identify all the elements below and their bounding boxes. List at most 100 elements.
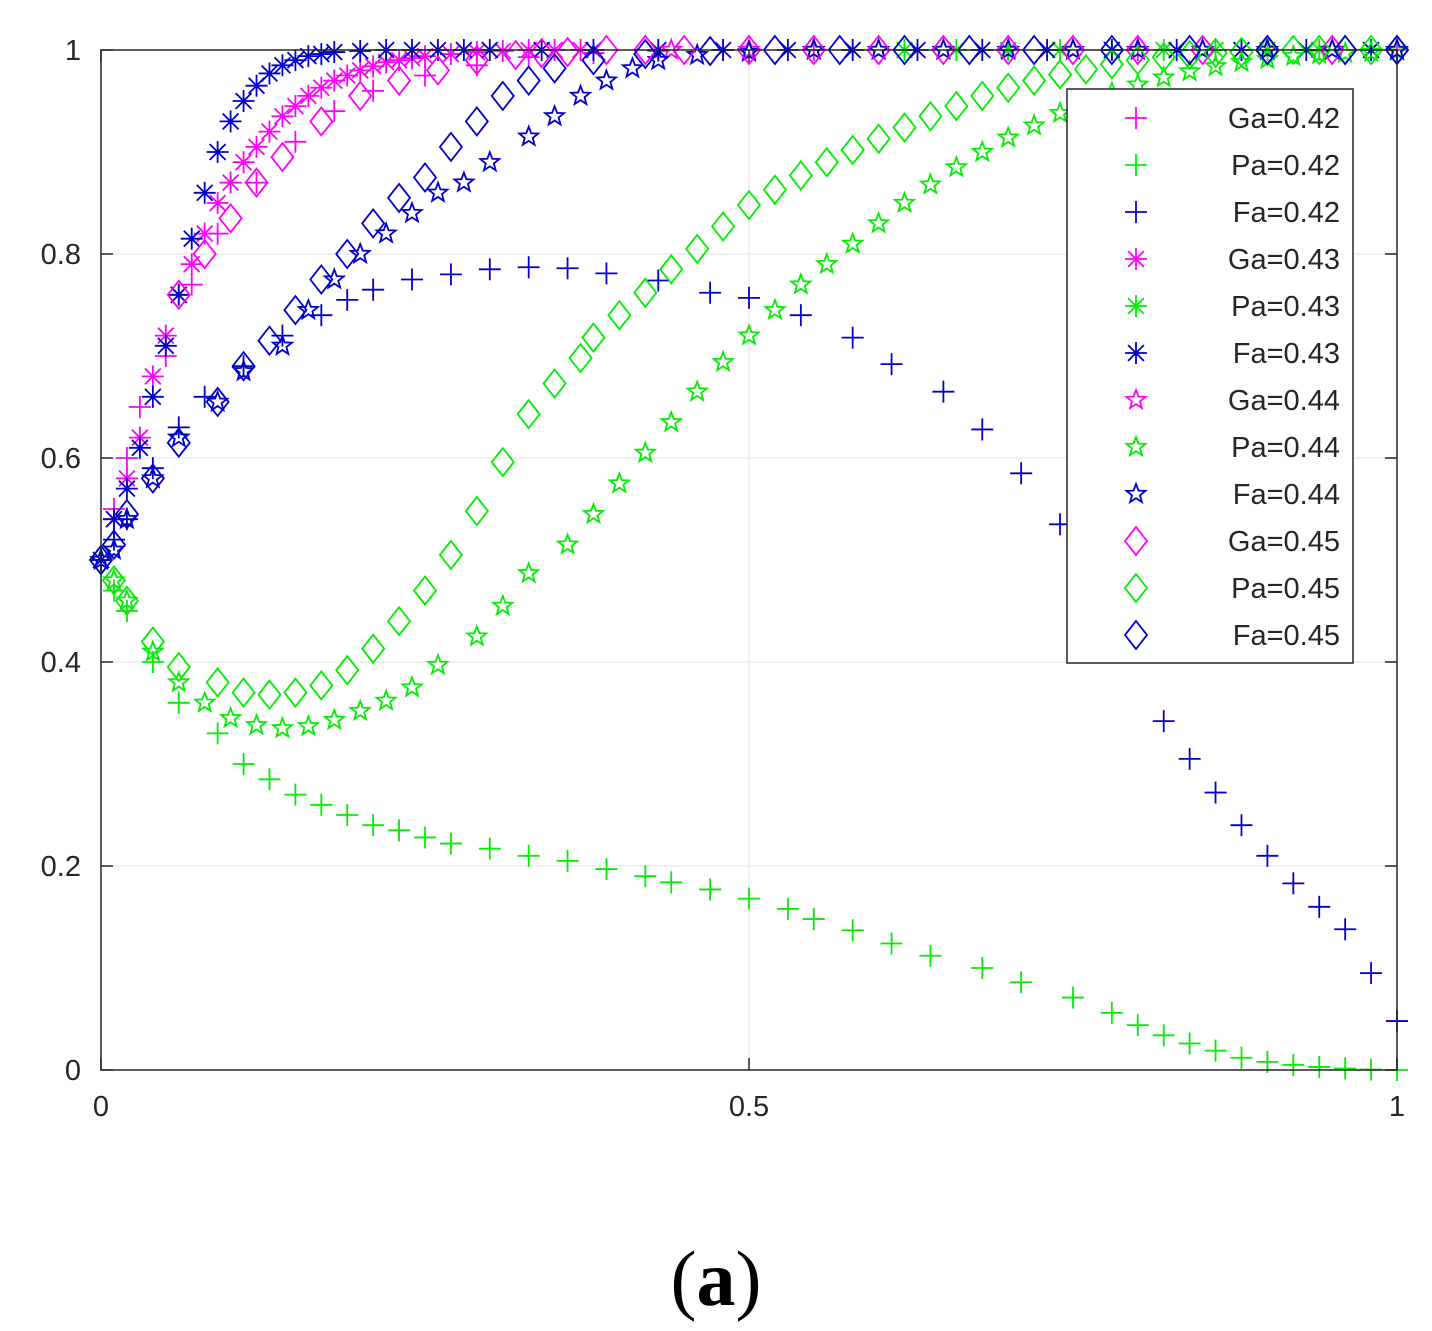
data-point xyxy=(219,110,242,133)
data-point xyxy=(516,398,541,430)
data-point xyxy=(1177,34,1202,66)
data-point xyxy=(439,832,462,855)
data-point xyxy=(386,182,412,214)
caption-letter: a xyxy=(697,1235,736,1322)
data-point xyxy=(258,62,281,85)
legend-entry: Fa=0.43 xyxy=(1125,338,1340,370)
legend-label: Pa=0.44 xyxy=(1231,432,1340,464)
series-Pa=0.42 xyxy=(90,549,1408,1081)
legend-box xyxy=(1066,88,1354,664)
data-point xyxy=(957,34,982,66)
data-point xyxy=(840,134,865,166)
data-point xyxy=(1021,65,1047,97)
data-point xyxy=(296,713,321,737)
legend-label: Fa=0.44 xyxy=(1233,479,1340,511)
legend-label: Ga=0.45 xyxy=(1228,526,1340,558)
x-tick-label: 0 xyxy=(93,1091,109,1123)
data-point xyxy=(866,210,891,234)
data-point xyxy=(1334,918,1357,941)
data-point xyxy=(297,84,320,107)
data-point xyxy=(425,54,451,86)
data-point xyxy=(1152,710,1175,733)
legend-entry: Ga=0.42 xyxy=(1125,103,1340,135)
data-point xyxy=(776,897,799,920)
data-point xyxy=(205,666,230,698)
data-point xyxy=(1010,462,1033,485)
ticks-layer: 0 0.5 1 0 0.2 0.4 0.6 0.8 1 xyxy=(41,35,1405,1123)
data-point xyxy=(736,189,762,221)
data-point xyxy=(634,865,657,888)
legend-entry: Fa=0.42 xyxy=(1125,197,1340,229)
data-point xyxy=(464,105,489,137)
data-point xyxy=(1358,34,1384,66)
data-point xyxy=(633,277,658,309)
data-point xyxy=(788,272,813,295)
data-point xyxy=(996,34,1021,66)
legend-entry: Fa=0.45 xyxy=(1123,619,1340,652)
data-point xyxy=(516,124,541,147)
data-point xyxy=(1360,962,1383,985)
data-point xyxy=(840,231,865,254)
data-point xyxy=(1282,872,1305,895)
data-point xyxy=(412,162,438,193)
caption-close-paren: ) xyxy=(736,1235,762,1322)
data-point xyxy=(970,80,995,112)
legend-marker xyxy=(1125,154,1147,176)
data-point xyxy=(1255,34,1280,66)
series-Ga=0.45 xyxy=(166,34,1410,311)
data-point xyxy=(542,368,567,399)
data-point xyxy=(193,181,216,204)
legend-entry: Ga=0.45 xyxy=(1123,525,1340,558)
data-point xyxy=(1281,34,1306,66)
data-point xyxy=(464,495,489,527)
data-point xyxy=(1204,781,1227,804)
data-point xyxy=(309,105,334,137)
data-point xyxy=(322,266,347,290)
data-point xyxy=(1308,895,1331,918)
data-point xyxy=(892,34,917,66)
data-point xyxy=(516,560,541,584)
legend-entry: Fa=0.44 xyxy=(1124,479,1340,511)
data-point xyxy=(140,462,165,494)
legend-marker xyxy=(1123,572,1149,604)
data-point xyxy=(425,180,450,203)
data-point xyxy=(556,849,579,872)
data-point xyxy=(412,575,438,607)
data-point xyxy=(1152,1024,1175,1047)
data-point xyxy=(180,227,203,250)
data-point xyxy=(244,712,269,736)
data-point xyxy=(192,690,217,713)
data-point xyxy=(620,55,645,79)
data-point xyxy=(932,380,955,403)
data-point xyxy=(647,269,670,292)
data-point xyxy=(438,131,464,163)
data-point xyxy=(919,944,942,967)
data-point xyxy=(607,470,632,494)
legend-entry: Pa=0.45 xyxy=(1123,572,1340,605)
y-tick-label: 0 xyxy=(65,1055,81,1087)
data-point xyxy=(814,146,839,178)
data-point xyxy=(1022,112,1047,136)
data-point xyxy=(166,425,191,448)
data-point xyxy=(1151,41,1176,73)
data-point xyxy=(362,278,385,301)
data-point xyxy=(738,286,760,309)
data-point xyxy=(362,814,385,837)
legend-label: Ga=0.43 xyxy=(1228,244,1340,276)
data-point xyxy=(801,37,826,61)
data-point xyxy=(762,174,788,206)
data-point xyxy=(231,350,256,382)
data-point xyxy=(439,263,462,286)
y-tick-label: 0.8 xyxy=(41,239,81,271)
data-point xyxy=(892,112,917,143)
data-point xyxy=(1256,844,1279,867)
data-point xyxy=(401,268,424,291)
data-point xyxy=(336,288,359,311)
data-point xyxy=(1204,1039,1227,1062)
data-point xyxy=(672,34,697,66)
data-point xyxy=(699,878,722,901)
data-point xyxy=(594,34,619,66)
data-point xyxy=(1203,53,1228,77)
data-point xyxy=(866,123,891,155)
data-point xyxy=(309,670,334,701)
